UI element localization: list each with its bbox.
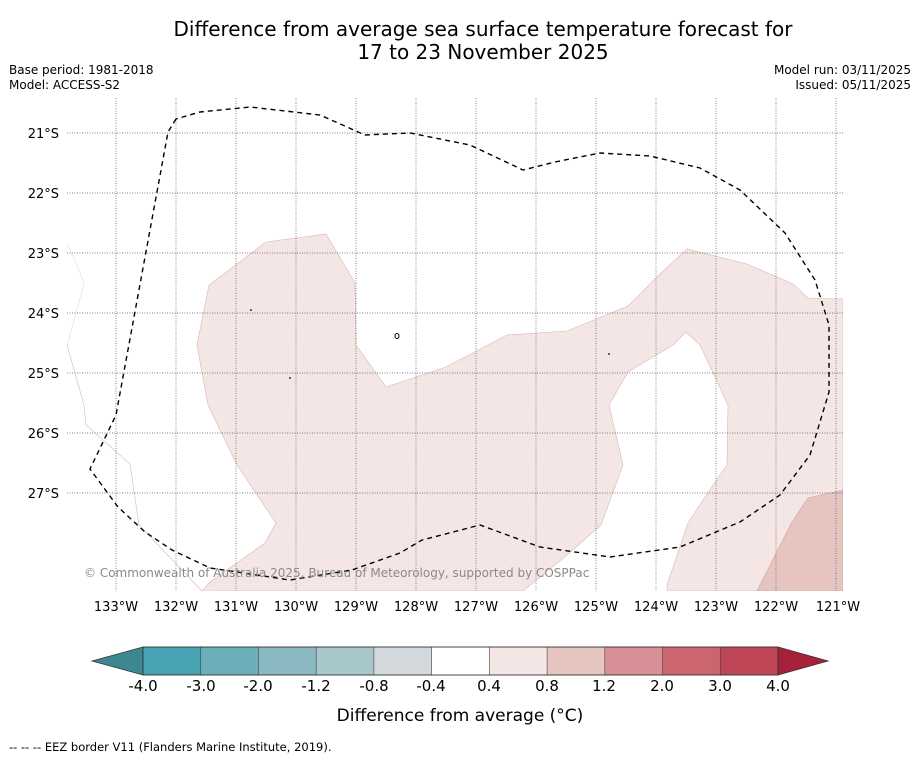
- colorbar-outline: [142, 646, 779, 676]
- colorbar-tick: -3.0: [186, 677, 215, 695]
- lat-label: 23°S: [28, 247, 59, 262]
- gridlines: [67, 98, 843, 591]
- colorbar-bin: [604, 646, 664, 676]
- lon-label: 133°W: [94, 600, 138, 615]
- colorbar-tick: 1.2: [592, 677, 616, 695]
- island-marker: [250, 309, 252, 311]
- colorbar-tick: 3.0: [708, 677, 732, 695]
- white-left-outline: [67, 344, 203, 591]
- lon-label: 128°W: [394, 600, 438, 615]
- title-line-2: 17 to 23 November 2025: [357, 40, 609, 64]
- colorbar-bin: [258, 646, 317, 676]
- lon-label: 129°W: [334, 600, 378, 615]
- island-marker: [289, 377, 291, 379]
- base-period-text: Base period: 1981-2018: [9, 63, 154, 77]
- colorbar-tick: -1.2: [301, 677, 330, 695]
- lat-label: 22°S: [28, 187, 59, 202]
- colorbar-bin: [315, 646, 375, 676]
- latitude-labels: 21°S 22°S 23°S 24°S 25°S 26°S 27°S: [28, 127, 59, 502]
- colorbar-extend-low: [90, 646, 144, 676]
- map-area: © Commonwealth of Australia 2025, Bureau…: [67, 98, 843, 591]
- lat-label: 27°S: [28, 487, 59, 502]
- eez-border: [89, 106, 830, 581]
- lon-label: 124°W: [634, 600, 678, 615]
- footnote: -- -- -- EEZ border V11 (Flanders Marine…: [9, 740, 332, 754]
- lat-label: 26°S: [28, 427, 59, 442]
- anomaly-region-0.4-0.8: [67, 233, 843, 591]
- lon-label: 131°W: [214, 600, 258, 615]
- meta-right: Model run: 03/11/2025 Issued: 05/11/2025: [774, 63, 911, 93]
- model-run-text: Model run: 03/11/2025: [773, 63, 911, 77]
- island-marker: [608, 353, 610, 355]
- lat-label: 25°S: [28, 367, 59, 382]
- colorbar-bin: [662, 646, 721, 676]
- colorbar-bin: [719, 646, 779, 676]
- colorbar-tick: 4.0: [766, 677, 790, 695]
- colorbar-ticks: -4.0 -3.0 -2.0 -1.2 -0.8 -0.4 0.4 0.8 1.…: [128, 677, 790, 695]
- colorbar-bin: [373, 646, 433, 676]
- lon-label: 125°W: [574, 600, 618, 615]
- lat-label: 21°S: [28, 127, 59, 142]
- colorbar-tick: 0.8: [535, 677, 559, 695]
- lon-label: 130°W: [274, 600, 318, 615]
- anomaly-region-0.8-1.2: [756, 489, 843, 591]
- lon-label: 126°W: [514, 600, 558, 615]
- colorbar-bin: [489, 646, 548, 676]
- colorbar-bin: [142, 646, 202, 676]
- colorbar-bins: [142, 646, 779, 676]
- colorbar-tick: -2.0: [243, 677, 272, 695]
- colorbar-extend-high: [777, 646, 830, 676]
- lon-label: 122°W: [754, 600, 798, 615]
- lon-label: 121°W: [816, 600, 860, 615]
- lat-label: 24°S: [28, 307, 59, 322]
- title-line-1: Difference from average sea surface temp…: [173, 17, 793, 41]
- colorbar-tick: -0.8: [359, 677, 388, 695]
- colorbar-tick: 0.4: [477, 677, 501, 695]
- island-marker: [394, 333, 400, 339]
- colorbar-bin: [200, 646, 260, 676]
- colorbar: [90, 646, 830, 676]
- white-left-region: [67, 345, 202, 591]
- white-sliver: [67, 243, 84, 345]
- colorbar-bin: [546, 646, 606, 676]
- colorbar-tick: -0.4: [416, 677, 445, 695]
- lon-label: 132°W: [154, 600, 198, 615]
- chart-title: Difference from average sea surface temp…: [0, 18, 919, 64]
- longitude-labels: 133°W 132°W 131°W 130°W 129°W 128°W 127°…: [94, 600, 860, 615]
- issued-text: Issued: 05/11/2025: [795, 78, 911, 92]
- lon-label: 123°W: [694, 600, 738, 615]
- colorbar-bin: [431, 646, 490, 676]
- model-text: Model: ACCESS-S2: [9, 78, 121, 92]
- colorbar-tick: -4.0: [128, 677, 157, 695]
- colorbar-label: Difference from average (°C): [337, 706, 584, 726]
- meta-left: Base period: 1981-2018 Model: ACCESS-S2: [9, 63, 154, 93]
- lon-label: 127°W: [454, 600, 498, 615]
- colorbar-tick: 2.0: [650, 677, 674, 695]
- copyright-text: © Commonwealth of Australia 2025, Bureau…: [84, 566, 589, 580]
